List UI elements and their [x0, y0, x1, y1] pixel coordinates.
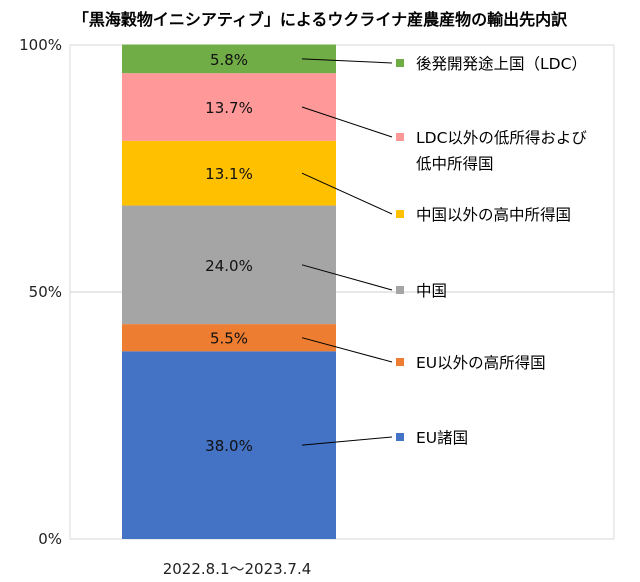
bar-segment: [122, 73, 336, 141]
leader-line: [301, 264, 393, 291]
data-label: 13.7%: [205, 99, 253, 117]
legend-marker: [396, 433, 404, 441]
bar-segment: [122, 351, 336, 539]
data-label: 13.1%: [205, 165, 253, 183]
legend-marker: [396, 210, 404, 218]
bar-segments: [122, 44, 336, 539]
legend-entry-label: EU以外の高所得国: [416, 354, 546, 372]
leader-line: [301, 337, 393, 363]
data-label: 24.0%: [205, 257, 253, 275]
x-category-label: 2022.8.1〜2023.7.4: [163, 560, 312, 578]
legend-entry-label: 低中所得国: [416, 155, 494, 173]
bar-segment: [122, 324, 336, 352]
chart-title: 「黒海穀物イニシアティブ」によるウクライナ産農産物の輸出先内訳: [72, 10, 568, 29]
legend-entry-label: EU諸国: [416, 429, 468, 447]
legend-marker: [396, 59, 404, 67]
leader-lines: [301, 58, 393, 446]
bar-segment: [122, 205, 336, 325]
legend-entry-label: 中国以外の高中所得国: [416, 206, 571, 224]
legend-entry-label: LDC以外の低所得および: [416, 129, 587, 147]
leader-line: [301, 172, 393, 215]
y-tick-label: 100%: [19, 36, 62, 54]
leader-line: [301, 436, 393, 446]
leader-line: [301, 58, 393, 64]
data-label: 38.0%: [205, 437, 253, 455]
x-axis: 2022.8.1〜2023.7.4: [163, 560, 312, 578]
legend-entry-label: 後発開発途上国（LDC）: [416, 55, 587, 73]
legend-marker: [396, 358, 404, 366]
bar-segment: [122, 140, 336, 206]
leader-line: [301, 106, 393, 138]
legend-entry-label: 中国: [416, 282, 447, 300]
segment-labels: 38.0% 5.5% 24.0% 13.1% 13.7% 5.8%: [205, 51, 253, 455]
y-axis: 0% 50% 100%: [19, 36, 62, 548]
legend-marker: [396, 133, 404, 141]
legend-marker: [396, 286, 404, 294]
data-label: 5.8%: [210, 51, 248, 69]
y-tick-label: 50%: [29, 283, 62, 301]
bar-segment: [122, 44, 336, 74]
y-tick-label: 0%: [38, 530, 62, 548]
data-label: 5.5%: [210, 330, 248, 348]
